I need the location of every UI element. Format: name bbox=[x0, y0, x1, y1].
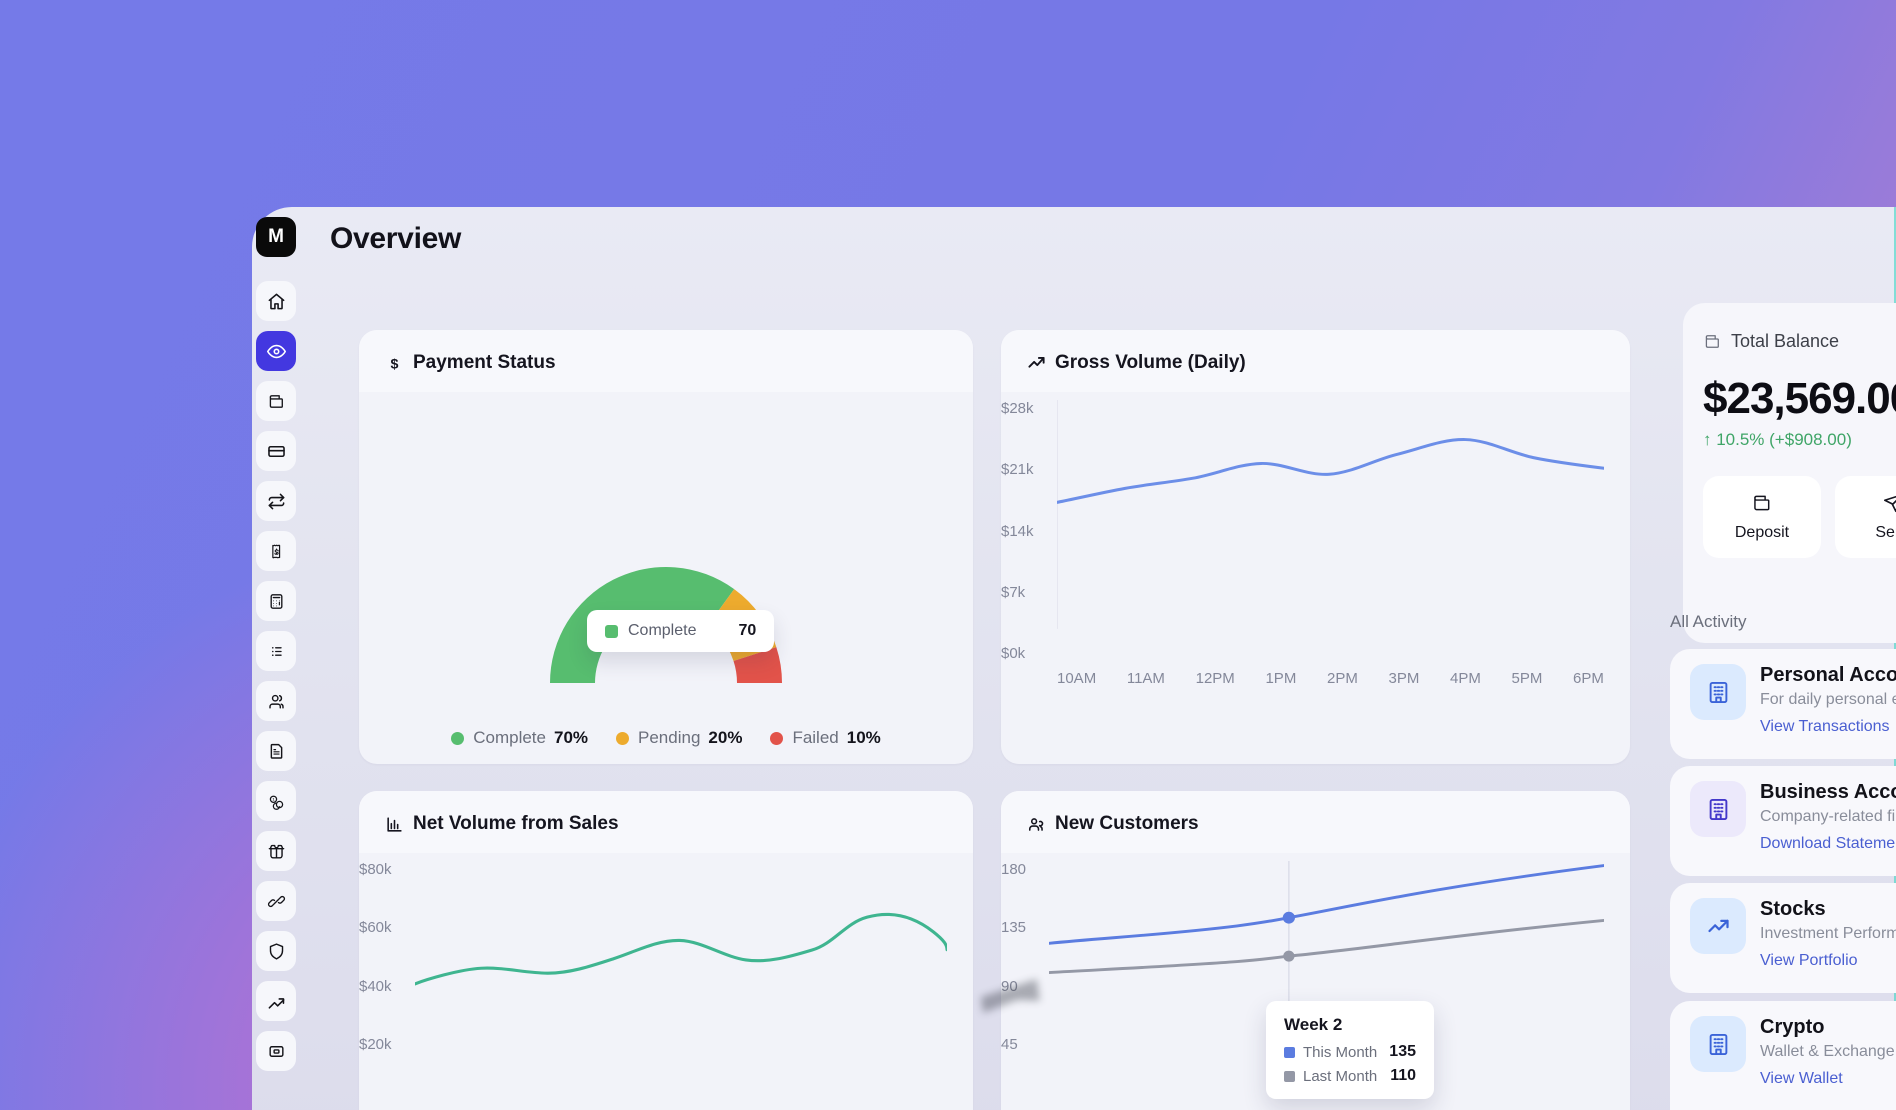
svg-text:$: $ bbox=[391, 356, 399, 372]
svg-text:1: 1 bbox=[272, 797, 274, 801]
